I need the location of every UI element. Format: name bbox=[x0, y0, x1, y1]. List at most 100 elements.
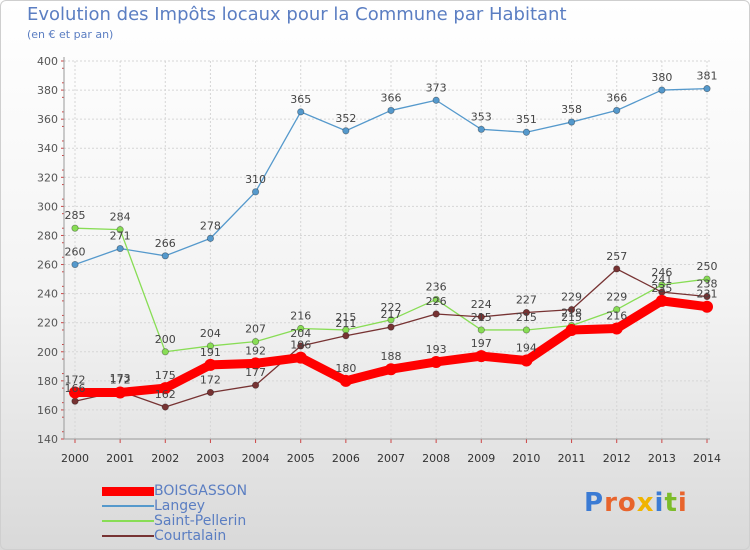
data-label-langey: 381 bbox=[697, 70, 718, 83]
logo-letter: r bbox=[604, 488, 618, 518]
data-point-boisgasson bbox=[159, 382, 172, 395]
legend-swatch-langey bbox=[102, 505, 154, 507]
x-tick-label: 2008 bbox=[422, 452, 450, 465]
x-tick-label: 2009 bbox=[467, 452, 495, 465]
y-tick-label: 340 bbox=[37, 142, 58, 155]
data-label-courtalain: 177 bbox=[245, 366, 266, 379]
data-point-boisgasson bbox=[565, 323, 578, 336]
data-label-boisgasson: 192 bbox=[245, 344, 266, 357]
data-label-langey: 352 bbox=[335, 112, 356, 125]
x-tick-label: 2000 bbox=[61, 452, 89, 465]
data-point-courtalain bbox=[387, 323, 395, 331]
data-point-langey bbox=[477, 125, 485, 133]
data-label-boisgasson: 235 bbox=[651, 282, 672, 295]
data-point-saint-pellerin bbox=[613, 306, 621, 314]
y-tick-label: 300 bbox=[37, 200, 58, 213]
data-point-courtalain bbox=[206, 388, 215, 397]
data-label-saint-pellerin: 285 bbox=[65, 209, 86, 222]
data-label-langey: 380 bbox=[651, 71, 672, 84]
data-label-saint-pellerin: 236 bbox=[426, 280, 447, 293]
data-point-saint-pellerin bbox=[206, 342, 215, 350]
legend-label-langey: Langey bbox=[154, 498, 206, 514]
data-point-boisgasson bbox=[69, 386, 81, 399]
logo-letter: i bbox=[654, 488, 665, 518]
chart-title: Evolution des Impôts locaux pour la Comm… bbox=[27, 4, 567, 25]
data-label-courtalain: 229 bbox=[561, 291, 582, 304]
data-label-courtalain: 162 bbox=[155, 388, 176, 401]
legend-swatch-boisgasson bbox=[102, 487, 154, 496]
data-point-boisgasson bbox=[520, 354, 533, 367]
y-tick-label: 260 bbox=[37, 259, 58, 272]
logo-letter: i bbox=[677, 488, 688, 518]
y-tick-label: 200 bbox=[37, 346, 58, 359]
data-point-courtalain bbox=[432, 310, 440, 318]
x-tick-label: 2005 bbox=[287, 452, 315, 465]
data-label-boisgasson: 231 bbox=[697, 288, 718, 301]
x-tick-label: 2002 bbox=[151, 452, 179, 465]
legend-item-boisgasson: BOISGASSON bbox=[102, 483, 362, 499]
legend-item-langey: Langey bbox=[102, 498, 362, 514]
data-point-langey bbox=[613, 106, 621, 115]
y-tick-label: 380 bbox=[37, 84, 58, 97]
data-point-courtalain bbox=[477, 313, 485, 321]
data-point-courtalain bbox=[251, 381, 260, 389]
data-label-courtalain: 224 bbox=[471, 298, 492, 311]
data-point-boisgasson bbox=[339, 374, 352, 387]
data-label-courtalain: 173 bbox=[110, 372, 131, 385]
data-label-langey: 278 bbox=[200, 219, 221, 232]
data-label-saint-pellerin: 215 bbox=[335, 311, 356, 324]
data-label-courtalain: 204 bbox=[290, 327, 311, 340]
x-tick-label: 2001 bbox=[106, 452, 134, 465]
data-point-langey bbox=[251, 188, 260, 196]
data-point-saint-pellerin bbox=[703, 275, 711, 283]
data-point-saint-pellerin bbox=[477, 326, 485, 334]
data-label-langey: 353 bbox=[471, 110, 492, 123]
x-tick-label: 2014 bbox=[693, 452, 721, 465]
legend-item-saint-pellerin: Saint-Pellerin bbox=[102, 513, 362, 529]
data-point-courtalain bbox=[613, 265, 621, 273]
data-point-saint-pellerin bbox=[658, 281, 666, 289]
x-tick-label: 2012 bbox=[603, 452, 631, 465]
data-point-langey bbox=[71, 260, 79, 269]
data-label-boisgasson: 175 bbox=[155, 369, 176, 382]
data-labels: 260 271 266 278 310 365 352 366 373 353 351 358 366 3… bbox=[65, 70, 718, 401]
y-tick-label: 360 bbox=[37, 113, 58, 126]
data-label-saint-pellerin: 200 bbox=[155, 333, 176, 346]
data-label-boisgasson: 191 bbox=[200, 346, 221, 359]
y-tick-label: 160 bbox=[37, 404, 58, 417]
y-tick-label: 140 bbox=[37, 433, 58, 446]
data-point-langey bbox=[522, 128, 531, 136]
data-point-langey bbox=[116, 244, 124, 253]
data-label-saint-pellerin: 215 bbox=[516, 311, 537, 324]
data-point-saint-pellerin bbox=[387, 316, 395, 324]
data-label-boisgasson: 172 bbox=[65, 373, 86, 386]
data-label-boisgasson: 188 bbox=[381, 350, 402, 363]
data-label-courtalain: 241 bbox=[651, 273, 672, 286]
data-point-saint-pellerin bbox=[522, 326, 531, 334]
data-label-boisgasson: 172 bbox=[110, 373, 131, 386]
series-lines bbox=[69, 85, 713, 411]
data-label-boisgasson: 216 bbox=[606, 310, 627, 323]
data-label-saint-pellerin: 250 bbox=[697, 260, 718, 273]
data-point-saint-pellerin bbox=[297, 324, 305, 333]
data-label-boisgasson: 194 bbox=[516, 341, 537, 354]
data-point-saint-pellerin bbox=[116, 226, 124, 234]
data-point-boisgasson bbox=[610, 322, 623, 335]
data-label-saint-pellerin: 229 bbox=[606, 291, 627, 304]
data-point-langey bbox=[432, 96, 440, 104]
data-label-langey: 373 bbox=[426, 81, 447, 94]
data-point-courtalain bbox=[161, 403, 169, 411]
data-point-boisgasson bbox=[430, 355, 443, 368]
data-point-langey bbox=[206, 234, 215, 242]
logo-letter: o bbox=[617, 488, 637, 518]
legend-label-saint-pellerin: Saint-Pellerin bbox=[154, 513, 247, 529]
data-point-langey bbox=[703, 85, 711, 93]
data-label-courtalain: 166 bbox=[65, 382, 86, 395]
y-tick-label: 400 bbox=[37, 55, 58, 68]
proxiti-logo: Proxiti bbox=[584, 488, 688, 518]
data-point-saint-pellerin bbox=[71, 224, 79, 232]
data-point-courtalain bbox=[297, 342, 305, 350]
data-label-courtalain: 211 bbox=[335, 317, 356, 330]
data-point-courtalain bbox=[71, 397, 79, 405]
data-point-langey bbox=[342, 127, 350, 135]
